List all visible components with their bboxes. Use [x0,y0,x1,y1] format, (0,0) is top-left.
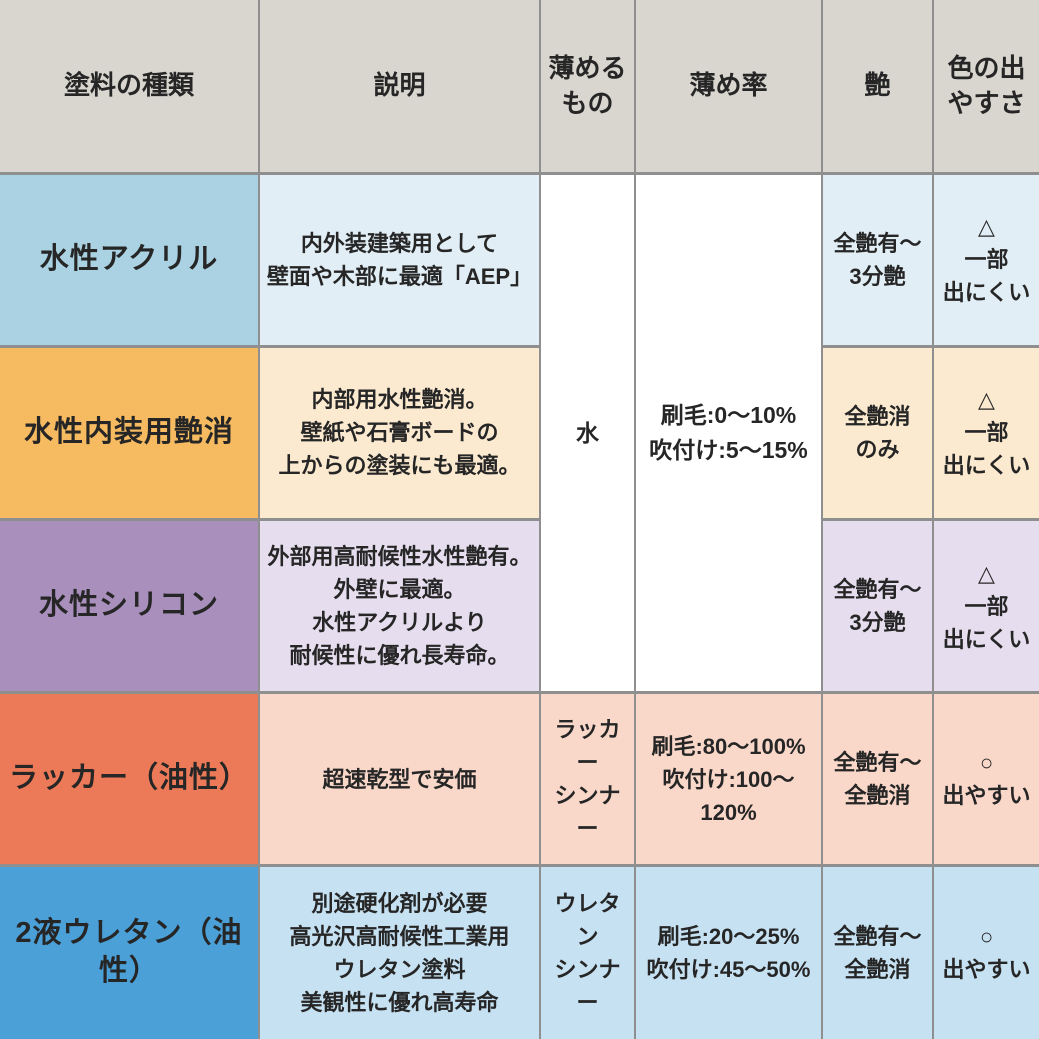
cell-gloss: 全艶有〜 全艶消 [821,864,934,1039]
cell-gloss: 全艶有〜 3分艶 [821,517,934,695]
cell-color-ease: ○ 出やすい [932,691,1039,868]
cell-ratio-water-merged: 刷毛:0〜10% 吹付け:5〜15% [634,171,823,695]
column-header-gloss: 艶 [821,0,934,175]
table-row-water-silicone: 水性シリコン 外部用高耐候性水性艶有。 外壁に最適。 水性アクリルより 耐候性に… [0,517,1039,695]
cell-gloss: 全艶有〜 3分艶 [821,171,934,348]
column-header-description: 説明 [258,0,541,175]
cell-paint-type: 水性内装用艶消 [0,344,260,521]
cell-thinner: ラッカー シンナー [539,691,636,868]
cell-paint-type: 水性シリコン [0,517,260,695]
table-row-lacquer-oil: ラッカー（油性） 超速乾型で安価 ラッカー シンナー 刷毛:80〜100% 吹付… [0,691,1039,868]
table-row-water-interior-matte: 水性内装用艶消 内部用水性艶消。 壁紙や石膏ボードの 上からの塗装にも最適。 全… [0,344,1039,521]
table-header-row: 塗料の種類 説明 薄める もの 薄め率 艶 色の出 やすさ [0,0,1039,175]
table-row-2k-urethane-oil: 2液ウレタン（油性） 別途硬化剤が必要 高光沢高耐候性工業用 ウレタン塗料 美観… [0,864,1039,1039]
column-header-thinner: 薄める もの [539,0,636,175]
cell-gloss: 全艶消 のみ [821,344,934,521]
cell-color-ease: ○ 出やすい [932,864,1039,1039]
cell-ratio: 刷毛:20〜25% 吹付け:45〜50% [634,864,823,1039]
column-header-paint-type: 塗料の種類 [0,0,260,175]
cell-description: 内部用水性艶消。 壁紙や石膏ボードの 上からの塗装にも最適。 [258,344,541,521]
column-header-color-ease: 色の出 やすさ [932,0,1039,175]
cell-gloss: 全艶有〜 全艶消 [821,691,934,868]
column-header-thinning-ratio: 薄め率 [634,0,823,175]
cell-color-ease: △ 一部 出にくい [932,517,1039,695]
cell-description: 別途硬化剤が必要 高光沢高耐候性工業用 ウレタン塗料 美観性に優れ高寿命 [258,864,541,1039]
cell-thinner-water-merged: 水 [539,171,636,695]
cell-paint-type: 水性アクリル [0,171,260,348]
cell-paint-type: 2液ウレタン（油性） [0,864,260,1039]
cell-color-ease: △ 一部 出にくい [932,171,1039,348]
cell-color-ease: △ 一部 出にくい [932,344,1039,521]
cell-description: 超速乾型で安価 [258,691,541,868]
cell-ratio: 刷毛:80〜100% 吹付け:100〜120% [634,691,823,868]
cell-paint-type: ラッカー（油性） [0,691,260,868]
cell-thinner: ウレタン シンナー [539,864,636,1039]
cell-description: 内外装建築用として 壁面や木部に最適「AEP」 [258,171,541,348]
cell-description: 外部用高耐候性水性艶有。 外壁に最適。 水性アクリルより 耐候性に優れ長寿命。 [258,517,541,695]
table-row-water-acrylic: 水性アクリル 内外装建築用として 壁面や木部に最適「AEP」 水 刷毛:0〜10… [0,171,1039,695]
